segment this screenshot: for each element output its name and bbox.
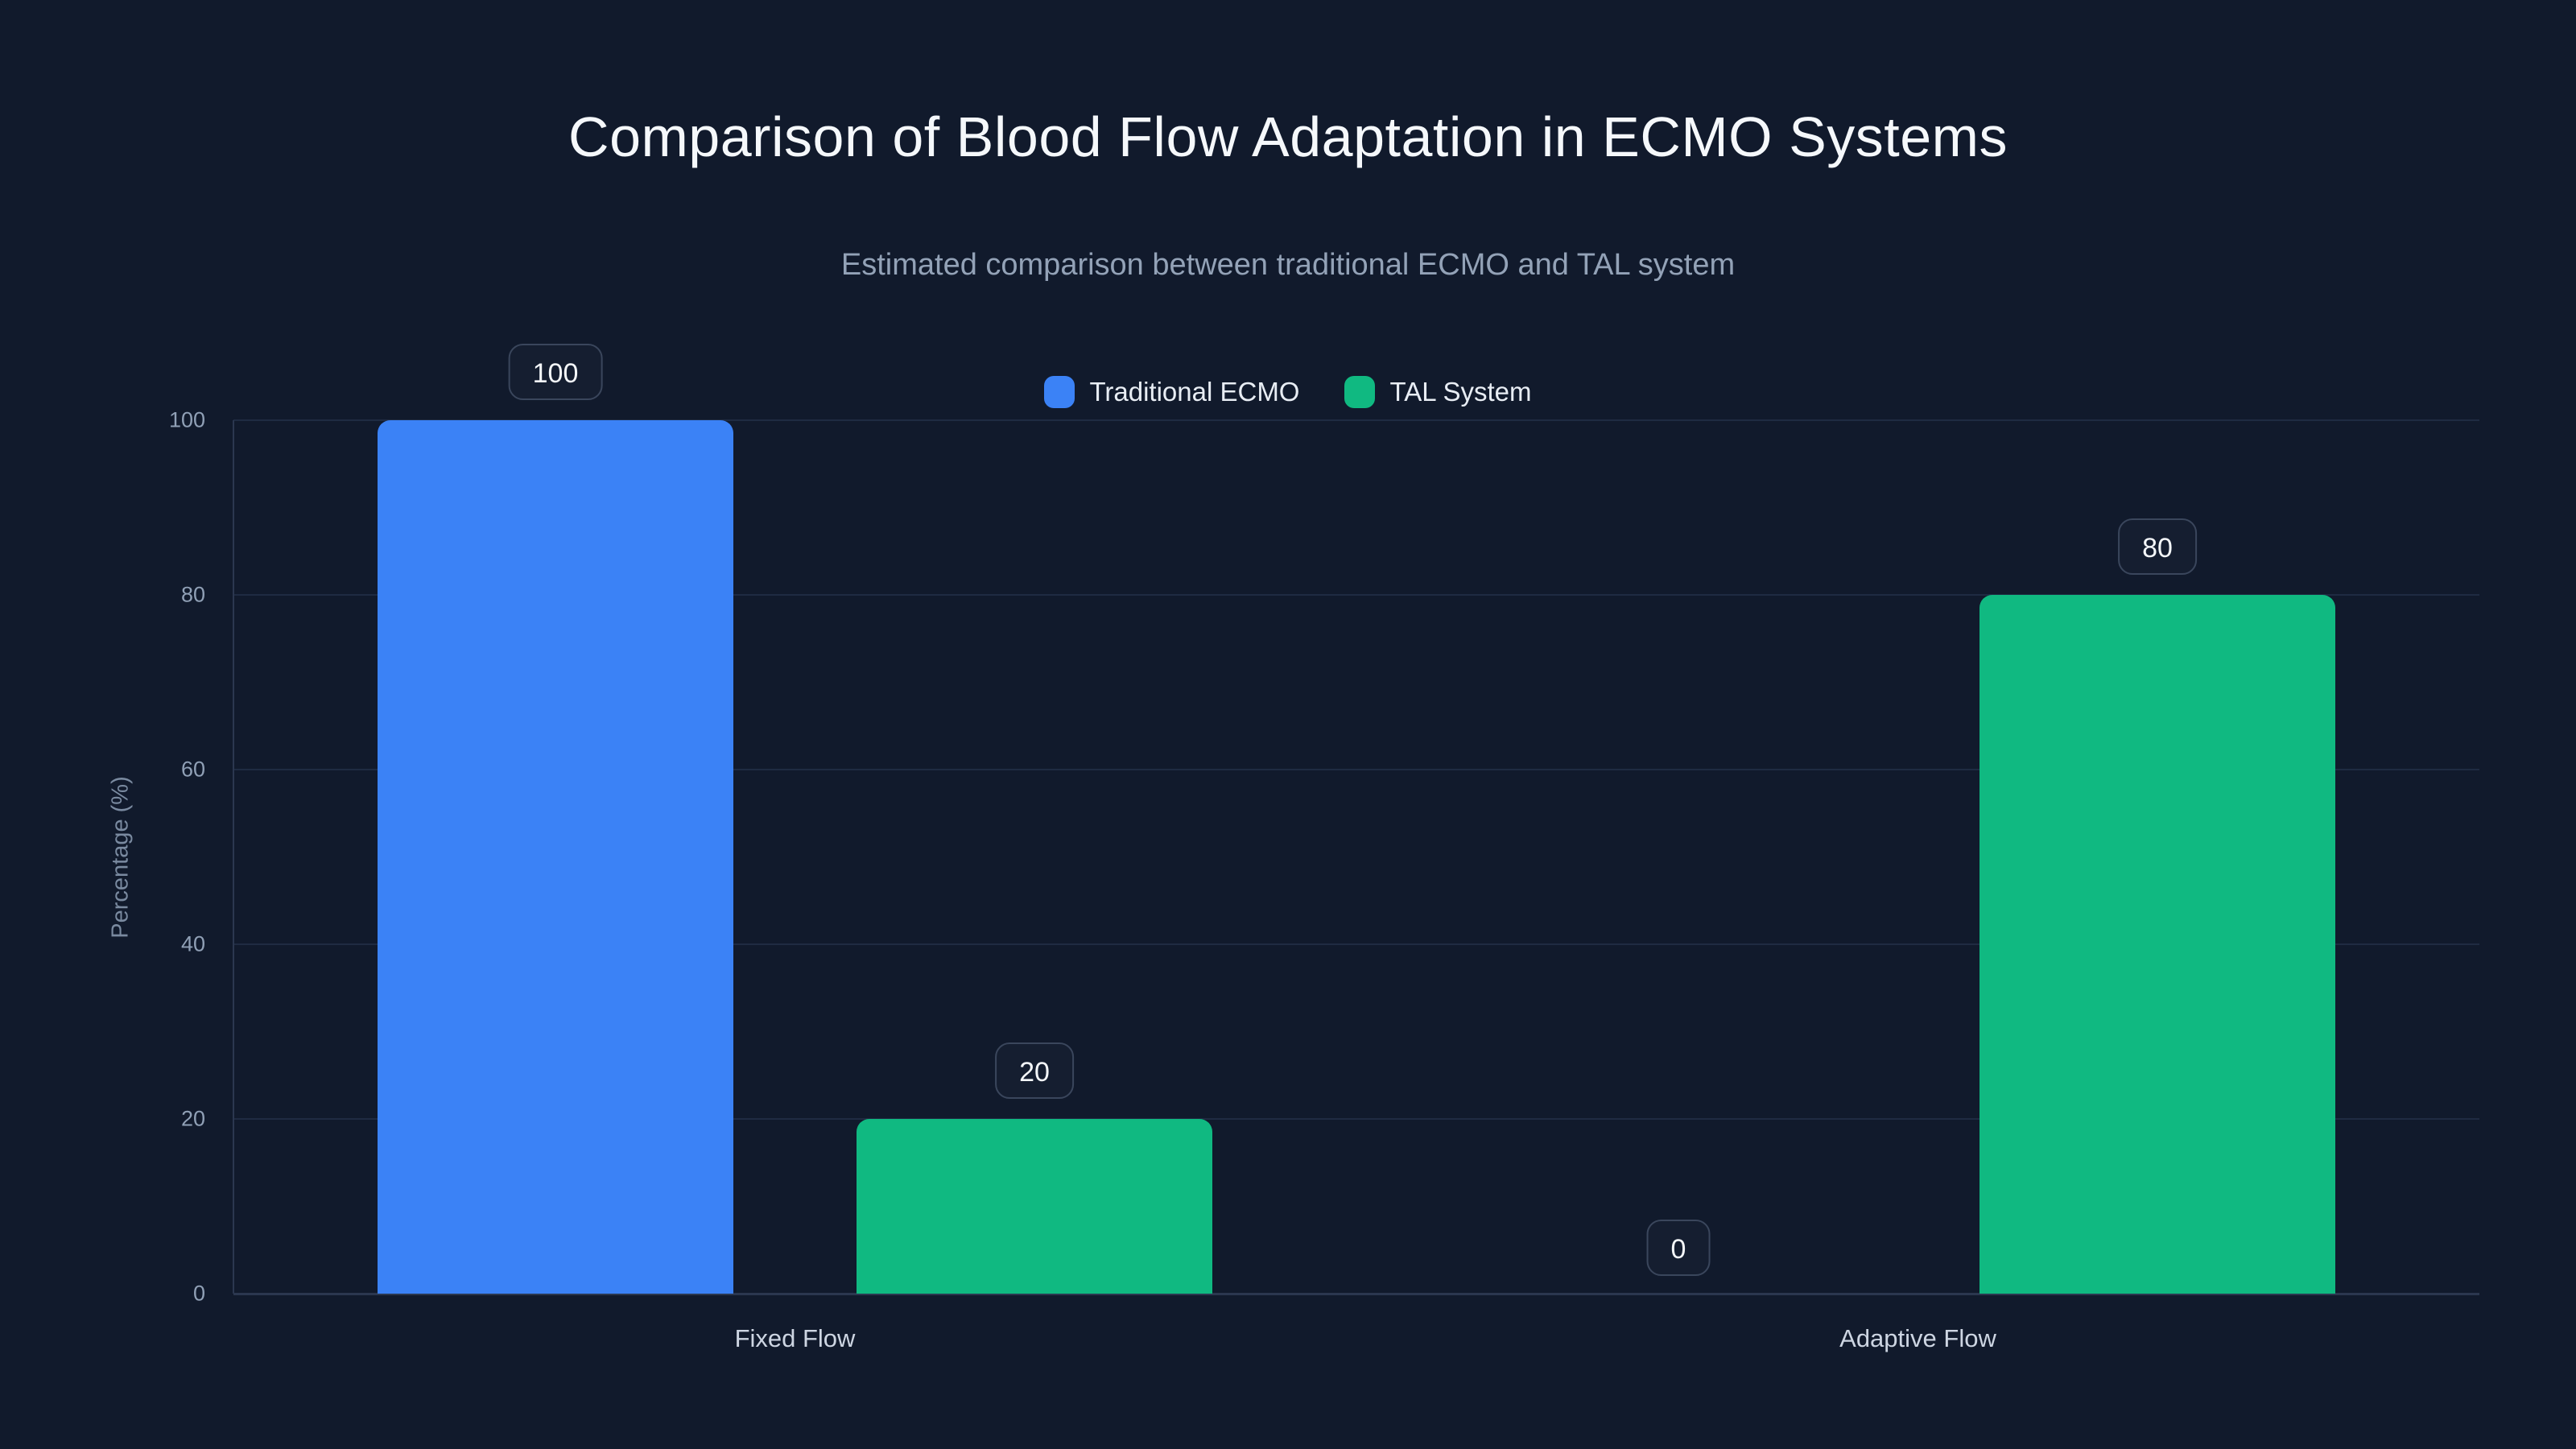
value-badge-tal-system-adaptive-flow: 80 bbox=[2118, 518, 2197, 575]
y-tick-label-0: 0 bbox=[192, 1281, 205, 1306]
legend-swatch-tal-system bbox=[1344, 376, 1376, 408]
value-badge-traditional-ecmo-fixed-flow: 100 bbox=[508, 344, 603, 400]
gridline-60 bbox=[233, 769, 2479, 770]
y-tick-label-40: 40 bbox=[180, 931, 205, 956]
gridline-100 bbox=[233, 419, 2479, 421]
y-tick-label-60: 60 bbox=[180, 757, 205, 782]
legend-label-traditional-ecmo: Traditional ECMO bbox=[1089, 377, 1300, 407]
value-badge-tal-system-fixed-flow: 20 bbox=[995, 1042, 1074, 1099]
x-axis-line bbox=[233, 1293, 2479, 1295]
bar-tal-system-adaptive-flow[interactable] bbox=[1979, 595, 2335, 1294]
value-badge-traditional-ecmo-adaptive-flow: 0 bbox=[1646, 1220, 1711, 1276]
gridline-80 bbox=[233, 594, 2479, 596]
gridline-40 bbox=[233, 943, 2479, 945]
legend-label-tal-system: TAL System bbox=[1389, 377, 1532, 407]
y-tick-label-100: 100 bbox=[168, 407, 205, 432]
bar-traditional-ecmo-fixed-flow[interactable] bbox=[378, 420, 733, 1294]
bar-tal-system-fixed-flow[interactable] bbox=[857, 1119, 1212, 1294]
legend-item-tal-system[interactable]: TAL System bbox=[1344, 376, 1532, 408]
x-category-label-adaptive-flow: Adaptive Flow bbox=[1839, 1324, 1996, 1352]
y-tick-label-20: 20 bbox=[180, 1106, 205, 1131]
legend-item-traditional-ecmo[interactable]: Traditional ECMO bbox=[1044, 376, 1299, 408]
x-category-label-fixed-flow: Fixed Flow bbox=[734, 1324, 856, 1352]
y-axis-line bbox=[233, 420, 234, 1294]
legend: Traditional ECMO TAL System bbox=[0, 360, 2576, 424]
gridline-20 bbox=[233, 1118, 2479, 1120]
legend-swatch-traditional-ecmo bbox=[1044, 376, 1075, 408]
chart-subtitle: Estimated comparison between traditional… bbox=[840, 248, 1736, 282]
y-tick-label-80: 80 bbox=[180, 582, 205, 607]
chart-title: Comparison of Blood Flow Adaptation in E… bbox=[568, 105, 2008, 168]
y-axis-title: Percentage (%) bbox=[107, 775, 134, 939]
